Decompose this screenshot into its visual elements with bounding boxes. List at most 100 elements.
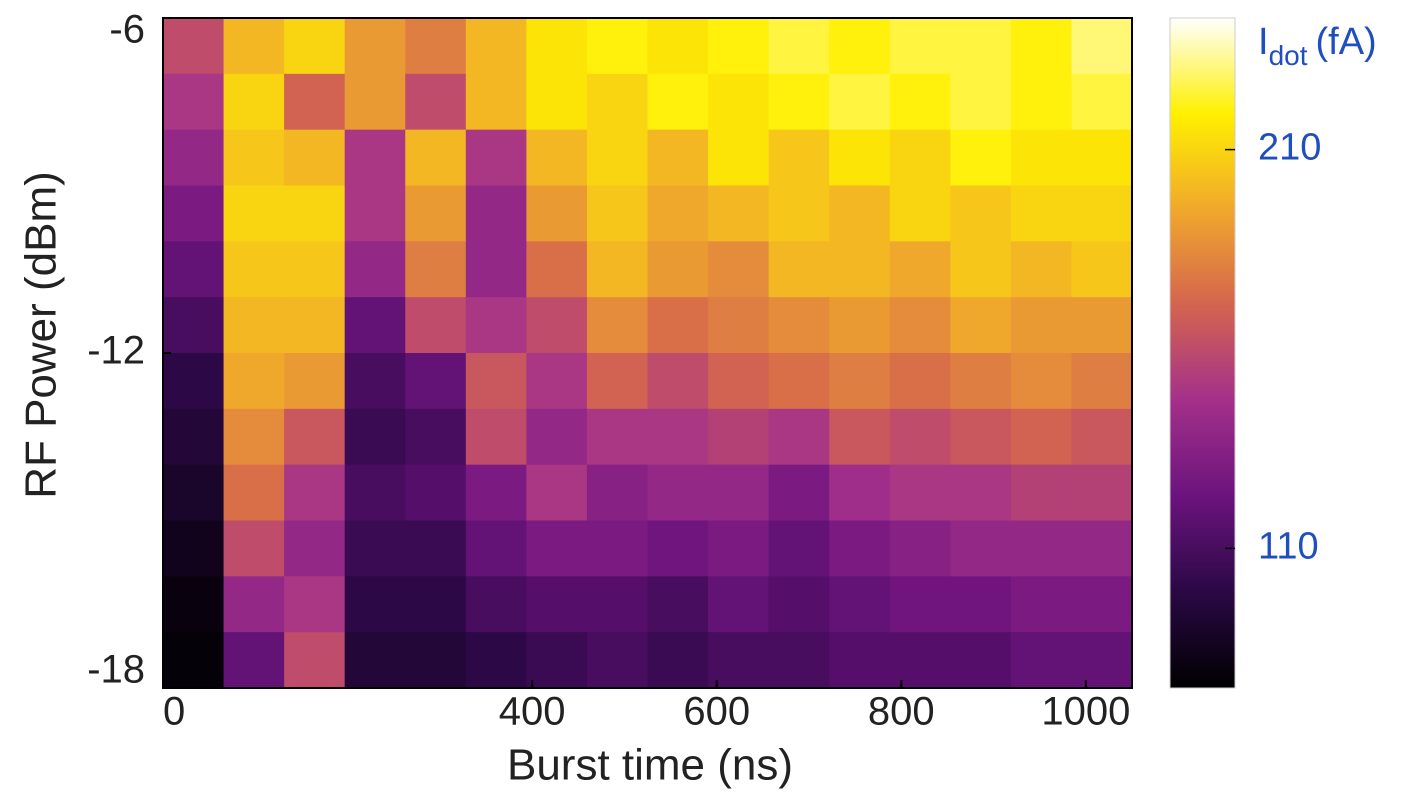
- heatmap-cell: [163, 129, 225, 186]
- colorbar-label: I: [1258, 21, 1269, 63]
- heatmap-cell: [889, 297, 951, 354]
- heatmap-cell: [950, 185, 1012, 242]
- heatmap-cell: [1010, 185, 1072, 242]
- heatmap-cell: [950, 353, 1012, 410]
- heatmap-cell: [889, 520, 951, 577]
- heatmap-cell: [284, 520, 346, 577]
- heatmap-cell: [465, 576, 527, 633]
- heatmap-cell: [163, 18, 225, 75]
- heatmap-cell: [829, 464, 891, 521]
- heatmap-cell: [829, 576, 891, 633]
- heatmap-cell: [284, 464, 346, 521]
- heatmap-cell: [344, 129, 406, 186]
- heatmap-cell: [465, 185, 527, 242]
- heatmap-cell: [465, 520, 527, 577]
- heatmap-cell: [768, 241, 830, 298]
- heatmap-cell: [405, 241, 467, 298]
- heatmap-cell: [1010, 129, 1072, 186]
- heatmap-cell: [344, 18, 406, 75]
- heatmap-cell: [223, 185, 285, 242]
- heatmap-cell: [586, 241, 648, 298]
- heatmap-cell: [1010, 241, 1072, 298]
- heatmap-cell: [708, 632, 770, 689]
- heatmap-cell: [284, 576, 346, 633]
- heatmap-cell: [768, 632, 830, 689]
- heatmap-cell: [829, 353, 891, 410]
- heatmap-cell: [708, 408, 770, 466]
- y-axis-title: RF Power (dBm): [17, 171, 66, 499]
- heatmap-cell: [829, 408, 891, 466]
- heatmap-cell: [647, 576, 709, 633]
- y-tick-label: -12: [87, 329, 145, 373]
- heatmap-cell: [465, 464, 527, 521]
- heatmap-cell: [223, 464, 285, 521]
- heatmap-cell: [1010, 353, 1072, 410]
- heatmap-cell: [1010, 520, 1072, 577]
- heatmap-cell: [163, 185, 225, 242]
- heatmap-cell: [768, 464, 830, 521]
- heatmap-cell: [889, 185, 951, 242]
- heatmap-cell: [344, 520, 406, 577]
- heatmap-cell: [647, 353, 709, 410]
- heatmap-cell: [950, 632, 1012, 689]
- heatmap-cell: [163, 73, 225, 131]
- heatmap-cell: [344, 241, 406, 298]
- heatmap-cell: [163, 464, 225, 521]
- heatmap-cell: [829, 520, 891, 577]
- heatmap-cell: [768, 18, 830, 75]
- heatmap-cell: [163, 241, 225, 298]
- heatmap-cell: [284, 353, 346, 410]
- heatmap-cell: [647, 129, 709, 186]
- heatmap-cell: [829, 185, 891, 242]
- heatmap-cell: [708, 464, 770, 521]
- heatmap-cell: [526, 576, 588, 633]
- heatmap-cell: [586, 18, 648, 75]
- heatmap-cell: [647, 73, 709, 131]
- heatmap-cell: [768, 576, 830, 633]
- heatmap-cell: [768, 129, 830, 186]
- heatmap-cell: [163, 632, 225, 689]
- heatmap-cell: [526, 129, 588, 186]
- heatmap-cell: [950, 73, 1012, 131]
- heatmap-cell: [586, 464, 648, 521]
- heatmap-cell: [1071, 73, 1133, 131]
- heatmap-cell: [344, 464, 406, 521]
- x-tick-label: 1000: [1041, 690, 1130, 734]
- heatmap-cell: [1010, 297, 1072, 354]
- heatmap-cell: [829, 297, 891, 354]
- heatmap-cell: [829, 632, 891, 689]
- heatmap-cell: [1010, 73, 1072, 131]
- heatmap-cell: [1071, 297, 1133, 354]
- heatmap-cell: [1071, 241, 1133, 298]
- heatmap-cell: [647, 297, 709, 354]
- heatmap-cell: [526, 408, 588, 466]
- colorbar-title: Idot (fA): [1258, 21, 1377, 71]
- heatmap-cell: [708, 520, 770, 577]
- heatmap-cell: [526, 73, 588, 131]
- heatmap-cell: [586, 185, 648, 242]
- heatmap-cell: [1071, 18, 1133, 75]
- heatmap-cell: [586, 129, 648, 186]
- heatmap-cell: [223, 353, 285, 410]
- heatmap-cell: [586, 576, 648, 633]
- heatmap-cell: [889, 632, 951, 689]
- heatmap-cell: [889, 408, 951, 466]
- heatmap-cell: [344, 353, 406, 410]
- heatmap-cell: [950, 408, 1012, 466]
- heatmap-cell: [708, 73, 770, 131]
- heatmap-cell: [405, 73, 467, 131]
- heatmap-cell: [586, 353, 648, 410]
- heatmap: [163, 18, 1133, 689]
- colorbar-tick-label: 210: [1258, 127, 1321, 169]
- heatmap-cell: [344, 408, 406, 466]
- heatmap-cell: [405, 520, 467, 577]
- heatmap-cell: [526, 18, 588, 75]
- heatmap-cell: [465, 129, 527, 186]
- heatmap-cell: [950, 520, 1012, 577]
- heatmap-cell: [344, 632, 406, 689]
- heatmap-cell: [405, 576, 467, 633]
- heatmap-cell: [1071, 632, 1133, 689]
- heatmap-cell: [1010, 18, 1072, 75]
- heatmap-cell: [465, 353, 527, 410]
- heatmap-cell: [465, 632, 527, 689]
